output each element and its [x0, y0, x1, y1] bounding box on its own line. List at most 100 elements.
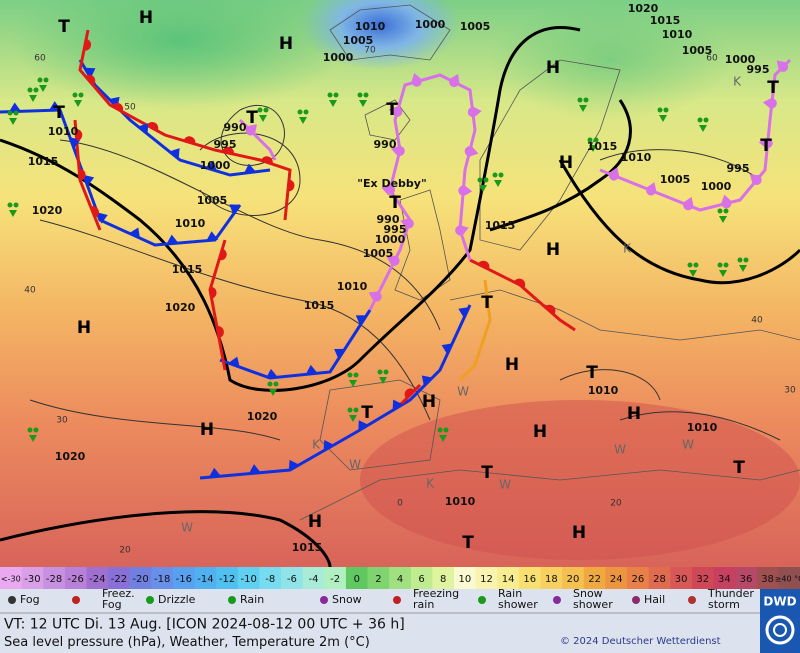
weather-shower — [299, 117, 307, 124]
front-symbol — [229, 204, 241, 215]
legend-label: shower — [498, 598, 538, 611]
isobars — [29, 104, 781, 441]
front-symbol — [421, 375, 433, 387]
front-symbol — [682, 196, 694, 208]
front-symbol — [544, 304, 556, 315]
scale-label: -8 — [265, 574, 275, 585]
air-mass-marker: W — [499, 478, 511, 492]
isobar-label: 1010 — [662, 28, 693, 41]
weather-dot — [43, 77, 49, 83]
front-symbol — [381, 183, 392, 196]
front-symbol — [776, 60, 788, 72]
isobar-label: 1000 — [415, 18, 446, 31]
weather-dot — [693, 262, 699, 268]
front-symbol — [645, 182, 657, 193]
logo-text: DWD — [763, 595, 796, 609]
front-symbol — [608, 167, 620, 178]
weather-symbols — [7, 77, 749, 442]
grid-label: 30 — [784, 386, 796, 396]
scale-label: -28 — [46, 574, 62, 585]
front-symbol — [84, 67, 96, 79]
front-symbol — [683, 203, 693, 211]
scale-cell — [194, 567, 217, 589]
scale-label: 26 — [631, 574, 644, 585]
scale-label: 20 — [567, 574, 580, 585]
air-mass-marker: K — [733, 75, 742, 89]
weather-dot — [383, 369, 389, 375]
front-symbol — [513, 278, 526, 288]
scale-cell — [21, 567, 44, 589]
scale-label: 12 — [480, 574, 493, 585]
scale-label: 28 — [653, 574, 666, 585]
front-symbol — [166, 234, 179, 245]
isobar-label: 990 — [374, 138, 397, 151]
isobar-label: 1005 — [363, 247, 394, 260]
isobar-label: 1015 — [28, 155, 59, 168]
weather-dot — [263, 107, 269, 113]
isobar-label: 1010 — [48, 125, 79, 138]
front-symbol — [48, 101, 61, 111]
front-symbol — [410, 72, 423, 84]
pressure-center: H — [546, 58, 560, 78]
front-symbol — [391, 145, 402, 157]
front-symbol — [398, 146, 405, 156]
front-symbol — [205, 160, 217, 172]
cool-area — [490, 0, 730, 120]
pressure-center: H — [279, 34, 293, 54]
grid-label: 30 — [56, 416, 68, 426]
front-symbol — [334, 348, 345, 359]
legend-icon — [320, 596, 328, 604]
front-symbol — [646, 188, 656, 196]
weather-dot — [72, 92, 78, 98]
weather-shower — [589, 145, 597, 152]
front-symbol — [467, 107, 474, 118]
front-symbol — [169, 148, 180, 159]
legend-icon — [553, 596, 561, 604]
scale-cell — [86, 567, 109, 589]
isobar-label: 1015 — [587, 140, 618, 153]
weather-shower — [349, 380, 357, 387]
weather-dot — [697, 117, 703, 123]
weather-dot — [257, 107, 263, 113]
front-symbol — [183, 136, 196, 145]
front-symbol — [721, 202, 732, 209]
weather-shower — [329, 100, 337, 107]
legend-label: Snow — [573, 587, 603, 600]
weather-shower — [39, 85, 47, 92]
legend-icon — [146, 596, 154, 604]
scale-cell — [345, 567, 369, 589]
front-symbol — [222, 146, 234, 155]
grid-label: 60 — [706, 54, 718, 64]
front-symbol — [218, 248, 227, 261]
scale-label: 0 — [354, 574, 360, 585]
scale-cell — [605, 567, 628, 589]
scale-cell — [518, 567, 542, 589]
pressure-center: T — [481, 293, 493, 313]
front-symbol — [388, 184, 396, 195]
weather-dot — [492, 172, 498, 178]
scale-label: -4 — [309, 574, 319, 585]
scale-cell — [302, 567, 325, 589]
weather-dot — [303, 109, 309, 115]
scale-label: -6 — [287, 574, 297, 585]
weather-dot — [297, 109, 303, 115]
weather-dot — [477, 177, 483, 183]
isobar-label: 1010 — [445, 495, 476, 508]
weather-shower — [689, 270, 697, 277]
weather-dot — [13, 110, 19, 116]
scale-label: 4 — [397, 574, 403, 585]
scale-cell — [735, 567, 758, 589]
weather-shower — [379, 377, 387, 384]
front-symbol — [208, 467, 221, 478]
front-cold — [199, 304, 472, 480]
grid-label: 70 — [364, 46, 376, 56]
weather-shower — [259, 115, 267, 122]
isobar-label: 1005 — [460, 20, 491, 33]
air-mass-marker: W — [181, 521, 193, 535]
isobar-label: 1000 — [200, 159, 231, 172]
scale-cell — [756, 567, 779, 589]
legend-label: Fog — [20, 593, 40, 606]
trough — [458, 279, 492, 382]
front-symbol — [358, 420, 369, 432]
pressure-center: H — [200, 420, 214, 440]
